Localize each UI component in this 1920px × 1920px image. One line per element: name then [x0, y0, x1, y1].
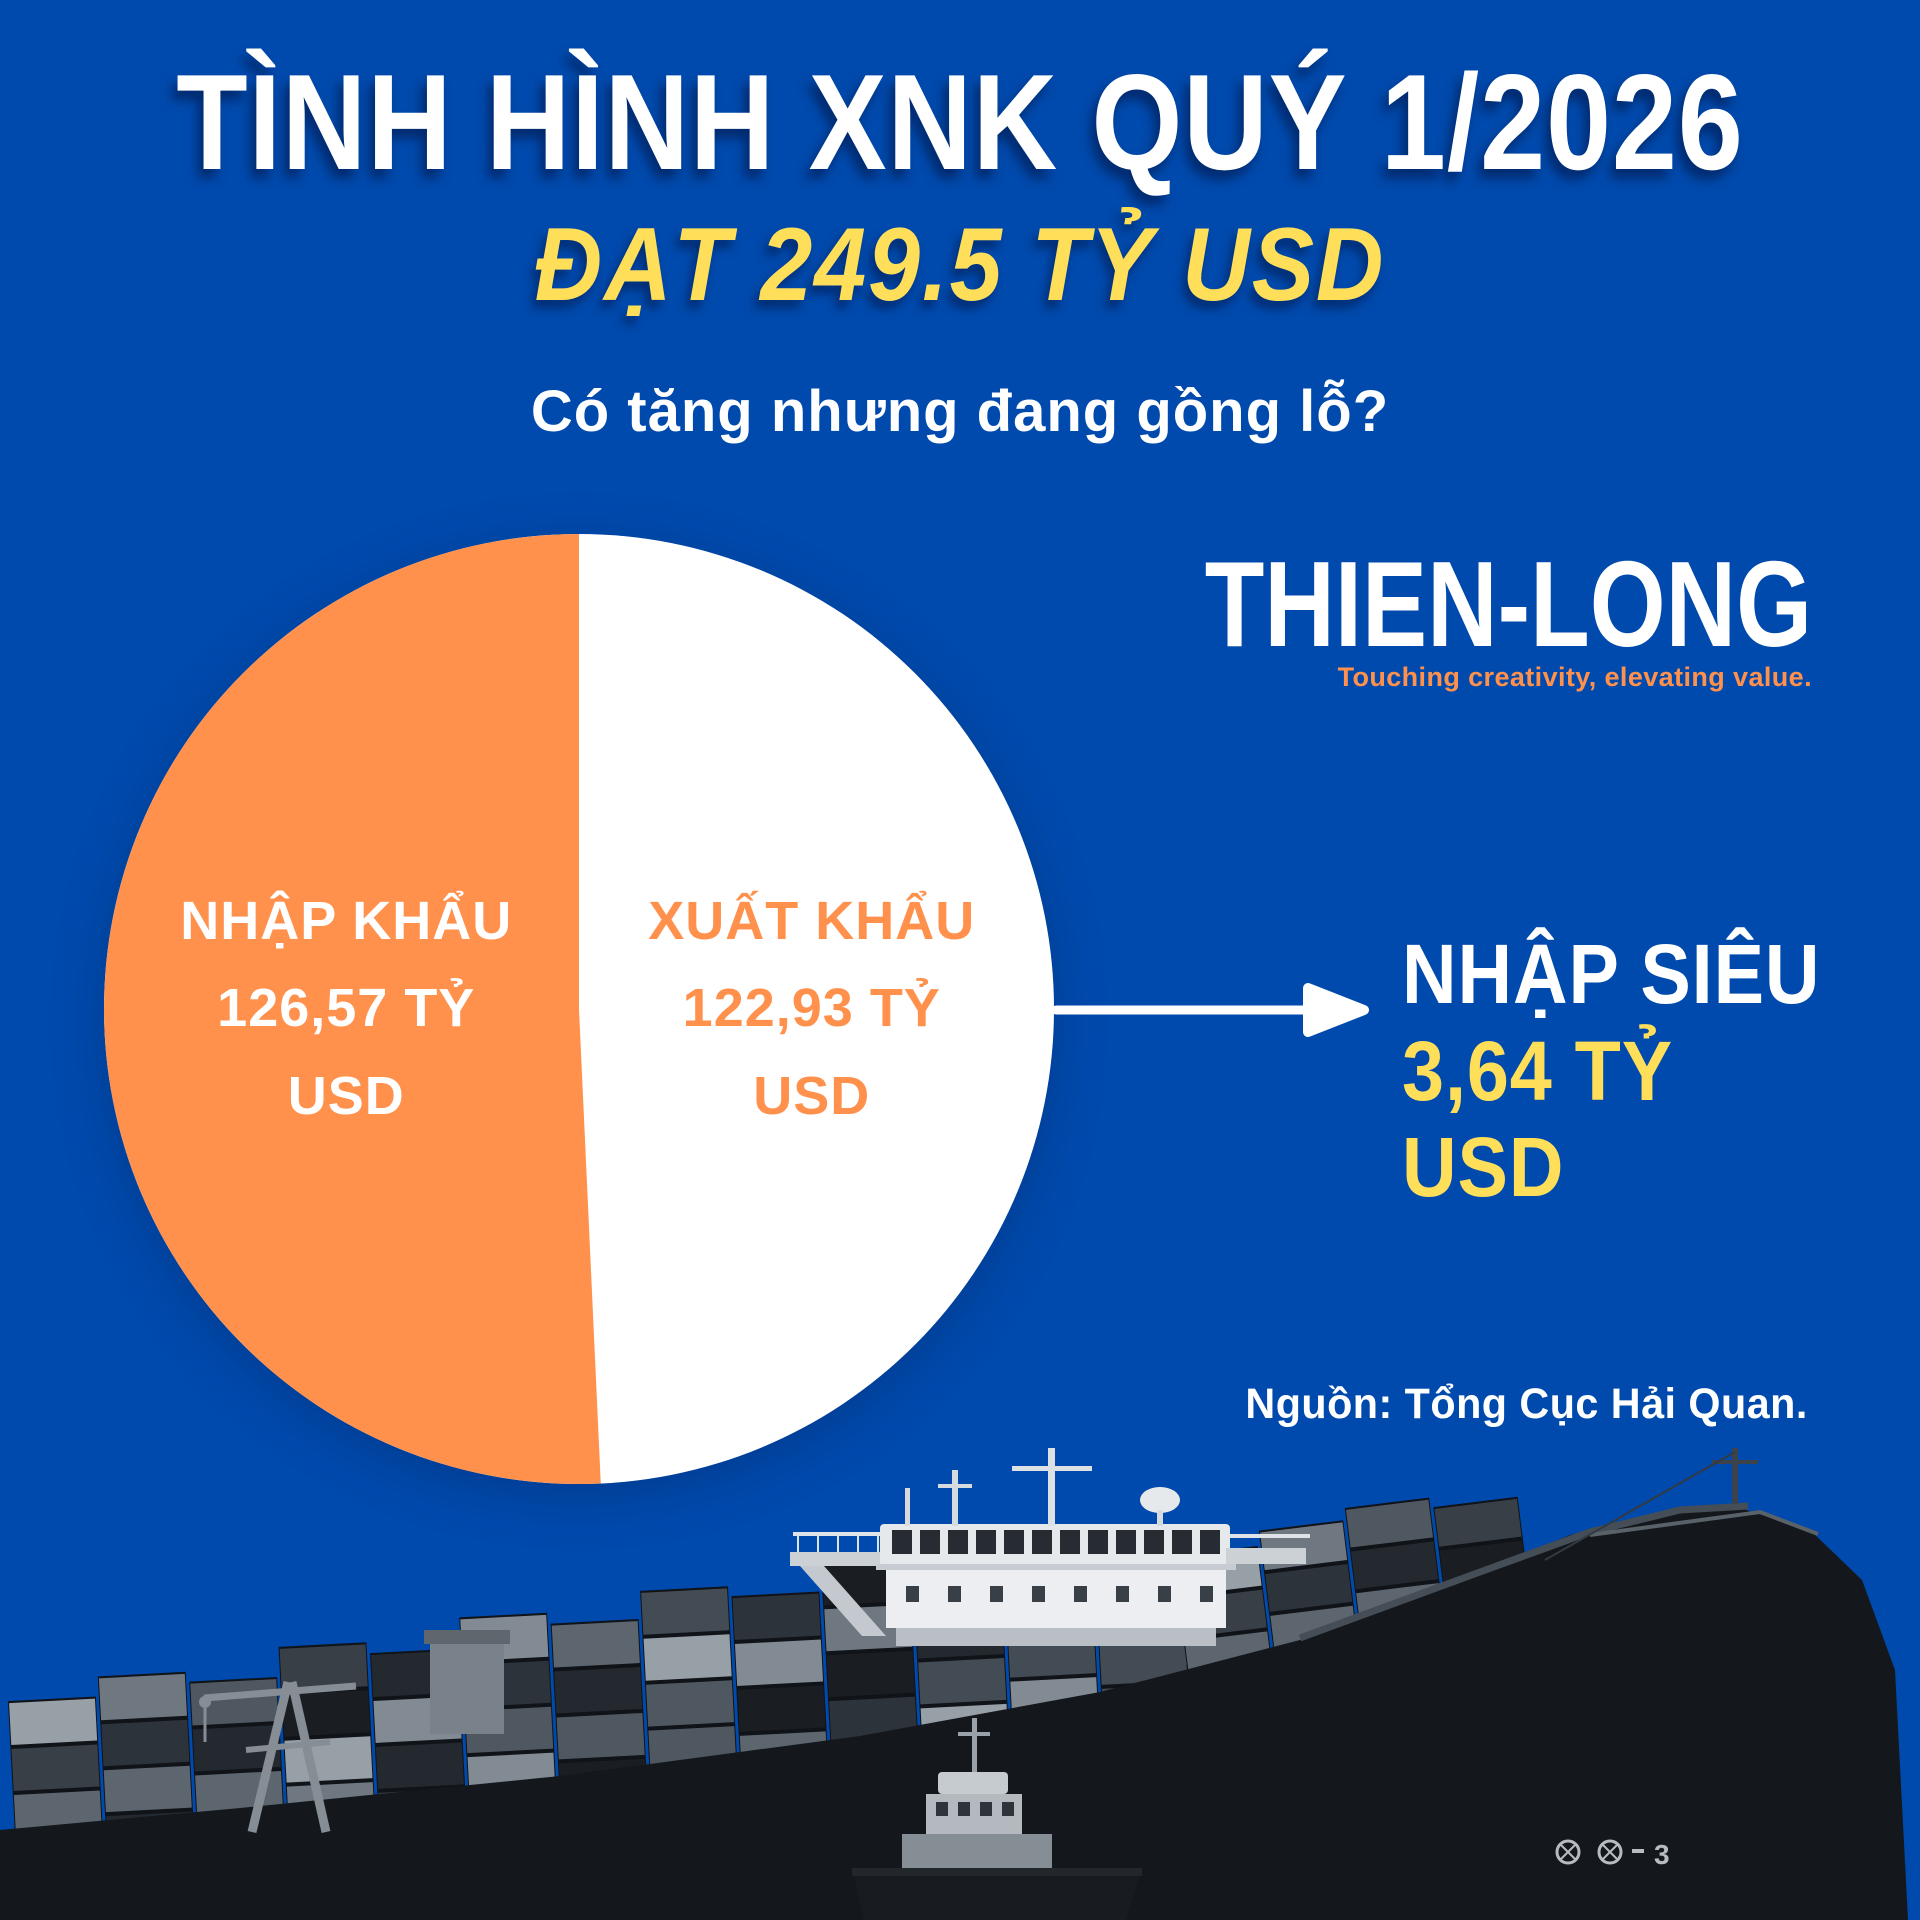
arrow-right-icon: [1051, 972, 1372, 1048]
pie-slice-label-exports: XUẤT KHẨU 122,93 TỶ USD: [598, 878, 1026, 1140]
brand-logo: THIEN-LONG: [1204, 536, 1812, 672]
trade-deficit-callout: NHẬP SIÊU 3,64 TỶ USD: [1402, 926, 1820, 1216]
page-title: TÌNH HÌNH XNK QUÝ 1/2026: [176, 46, 1744, 198]
pie-chart-svg: [104, 534, 1054, 1484]
exports-unit: USD: [753, 1065, 871, 1126]
cargo-ship-illustration: 3: [0, 1440, 1920, 1920]
trade-deficit-value: 3,64 TỶ: [1402, 1023, 1674, 1118]
exports-label: XUẤT KHẨU: [648, 890, 976, 951]
source-text: Nguồn: Tổng Cục Hải Quan.: [1245, 1380, 1808, 1428]
page-subtitle-total-value: ĐẠT 249.5 TỶ USD: [534, 207, 1386, 323]
imports-value: 126,57 TỶ: [217, 978, 476, 1039]
imports-unit: USD: [287, 1065, 405, 1126]
brand-tagline: Touching creativity, elevating value.: [1337, 662, 1812, 692]
trade-deficit-label: NHẬP SIÊU: [1402, 927, 1821, 1021]
pie-chart: NHẬP KHẨU 126,57 TỶ USD XUẤT KHẨU 122,93…: [104, 534, 1054, 1484]
hull-marking: 3: [1654, 1839, 1670, 1870]
trade-deficit-unit: USD: [1402, 1120, 1565, 1215]
exports-value: 122,93 TỶ: [682, 978, 941, 1039]
page-question: Có tăng nhưng đang gồng lỗ?: [530, 379, 1390, 444]
imports-label: NHẬP KHẨU: [180, 890, 513, 951]
cargo-ship-svg: 3: [0, 1448, 1908, 1920]
pie-slice-label-imports: NHẬP KHẨU 126,57 TỶ USD: [133, 878, 561, 1140]
